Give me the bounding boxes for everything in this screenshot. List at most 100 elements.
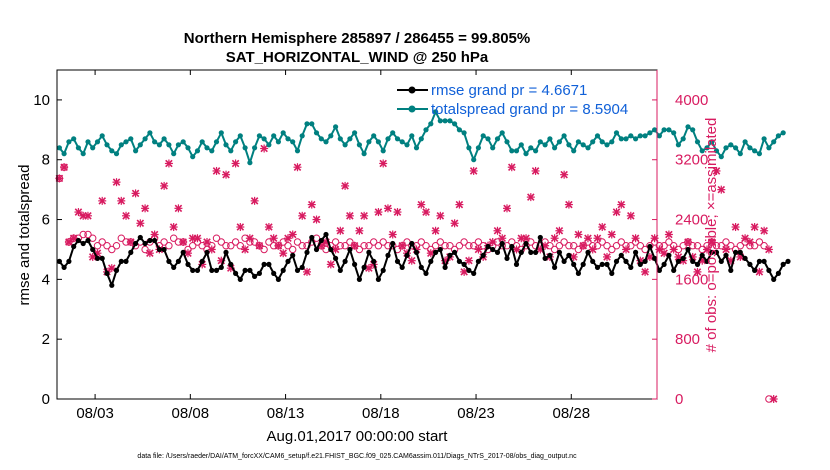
totalspread-point: [523, 151, 529, 157]
obs-assimilated-point: [383, 204, 392, 213]
totalspread-point: [537, 139, 543, 145]
y-left-tick-label: 8: [42, 152, 50, 169]
rmse-point: [780, 261, 786, 267]
obs-possible-point: [84, 230, 92, 239]
totalspread-point: [561, 133, 567, 139]
totalspread-point: [528, 145, 534, 151]
totalspread-point: [213, 139, 220, 145]
obs-possible-point: [565, 242, 573, 250]
obs-assimilated-point: [231, 159, 240, 168]
totalspread-point: [242, 145, 248, 151]
rmse-point: [504, 255, 510, 261]
rmse-point: [433, 249, 439, 255]
x-tick-label: 08/28: [553, 405, 591, 422]
totalspread-point: [85, 139, 91, 145]
rmse-point: [385, 252, 391, 258]
obs-assimilated-point: [622, 245, 631, 254]
x-tick-label: 08/03: [76, 405, 114, 422]
rmse-point: [261, 261, 267, 267]
obs-assimilated-point: [350, 241, 359, 250]
totalspread-point: [113, 151, 120, 157]
rmse-point: [342, 258, 348, 264]
obs-assimilated-point: [660, 249, 669, 258]
rmse-point: [785, 258, 791, 264]
rmse-point: [347, 246, 353, 253]
obs-assimilated-point: [145, 249, 154, 258]
obs-assimilated-point: [683, 237, 692, 246]
totalspread-point: [309, 121, 315, 127]
obs-possible-point: [550, 245, 559, 254]
totalspread-point: [604, 142, 610, 148]
obs-possible-point: [441, 242, 449, 250]
totalspread-point: [475, 145, 481, 151]
totalspread-point: [452, 121, 458, 127]
totalspread-point: [713, 148, 720, 154]
data-file-footnote: data file: /Users/raeder/DAI/ATM_forcXX/…: [137, 453, 577, 460]
rmse-point: [599, 261, 605, 267]
obs-possible-point: [108, 245, 116, 254]
totalspread-point: [156, 142, 162, 148]
obs-possible-point: [360, 242, 368, 250]
totalspread-point: [613, 130, 620, 136]
rmse-point: [571, 261, 577, 267]
totalspread-point: [699, 148, 705, 154]
rmse-point: [190, 267, 196, 273]
rmse-point: [175, 258, 181, 264]
y-right-tick-label: 800: [675, 331, 700, 348]
rmse-point: [418, 264, 424, 270]
rmse-point: [642, 258, 648, 264]
rmse-point: [747, 261, 753, 267]
obs-assimilated-point: [98, 196, 107, 205]
totalspread-point: [737, 151, 743, 157]
obs-assimilated-point: [712, 166, 721, 175]
x-axis-ticks: 08/03 08/08 08/13 08/18 08/23 08/28: [76, 70, 590, 422]
obs-assimilated-point: [731, 223, 740, 232]
totalspread-point: [99, 133, 105, 139]
totalspread-point: [352, 130, 358, 136]
obs-assimilated-point: [307, 200, 316, 209]
obs-assimilated-point: [288, 230, 297, 239]
obs-possible-point: [465, 242, 473, 250]
rmse-point: [304, 249, 310, 255]
totalspread-point: [628, 133, 634, 139]
rmse-point: [280, 267, 286, 273]
rmse-point: [709, 249, 715, 255]
obs-assimilated-point: [241, 245, 250, 254]
y-axis-right-ticks: 0 800 1600 2400 3200 4000: [652, 92, 708, 408]
totalspread-point: [490, 145, 496, 151]
obs-assimilated-point: [293, 163, 302, 172]
totalspread-point: [633, 136, 639, 142]
obs-possible-point: [103, 242, 111, 250]
totalspread-point: [780, 130, 786, 136]
legend-rmse-label: rmse grand pr = 4.6671: [431, 82, 587, 99]
rmse-point: [237, 276, 243, 282]
obs-assimilated-point: [503, 204, 511, 213]
totalspread-point: [661, 127, 667, 133]
totalspread-point: [347, 136, 353, 142]
totalspread-point: [366, 139, 372, 145]
y-left-tick-label: 10: [33, 92, 50, 109]
totalspread-point: [285, 136, 291, 142]
y-left-tick-label: 2: [42, 331, 50, 348]
obs-possible-point: [112, 242, 121, 250]
totalspread-point: [66, 139, 72, 145]
x-tick-label: 08/18: [362, 405, 400, 422]
totalspread-point: [313, 130, 320, 136]
obs-assimilated-point: [69, 234, 78, 243]
obs-possible-point: [593, 242, 602, 250]
totalspread-point: [375, 139, 381, 145]
totalspread-point: [766, 145, 772, 151]
rmse-point: [199, 258, 205, 264]
obs-assimilated-point: [717, 185, 726, 194]
rmse-point: [118, 258, 124, 264]
obs-possible-point: [750, 242, 759, 250]
totalspread-point: [90, 145, 96, 151]
chart-title-line1: Northern Hemisphere 285897 / 286455 = 99…: [184, 30, 530, 47]
rmse-point: [128, 249, 134, 255]
totalspread-point: [580, 142, 586, 148]
obs-assimilated-point: [507, 163, 516, 172]
obs-assimilated-point: [588, 245, 597, 254]
obs-possible-point: [446, 242, 454, 250]
rmse-point: [390, 240, 396, 247]
